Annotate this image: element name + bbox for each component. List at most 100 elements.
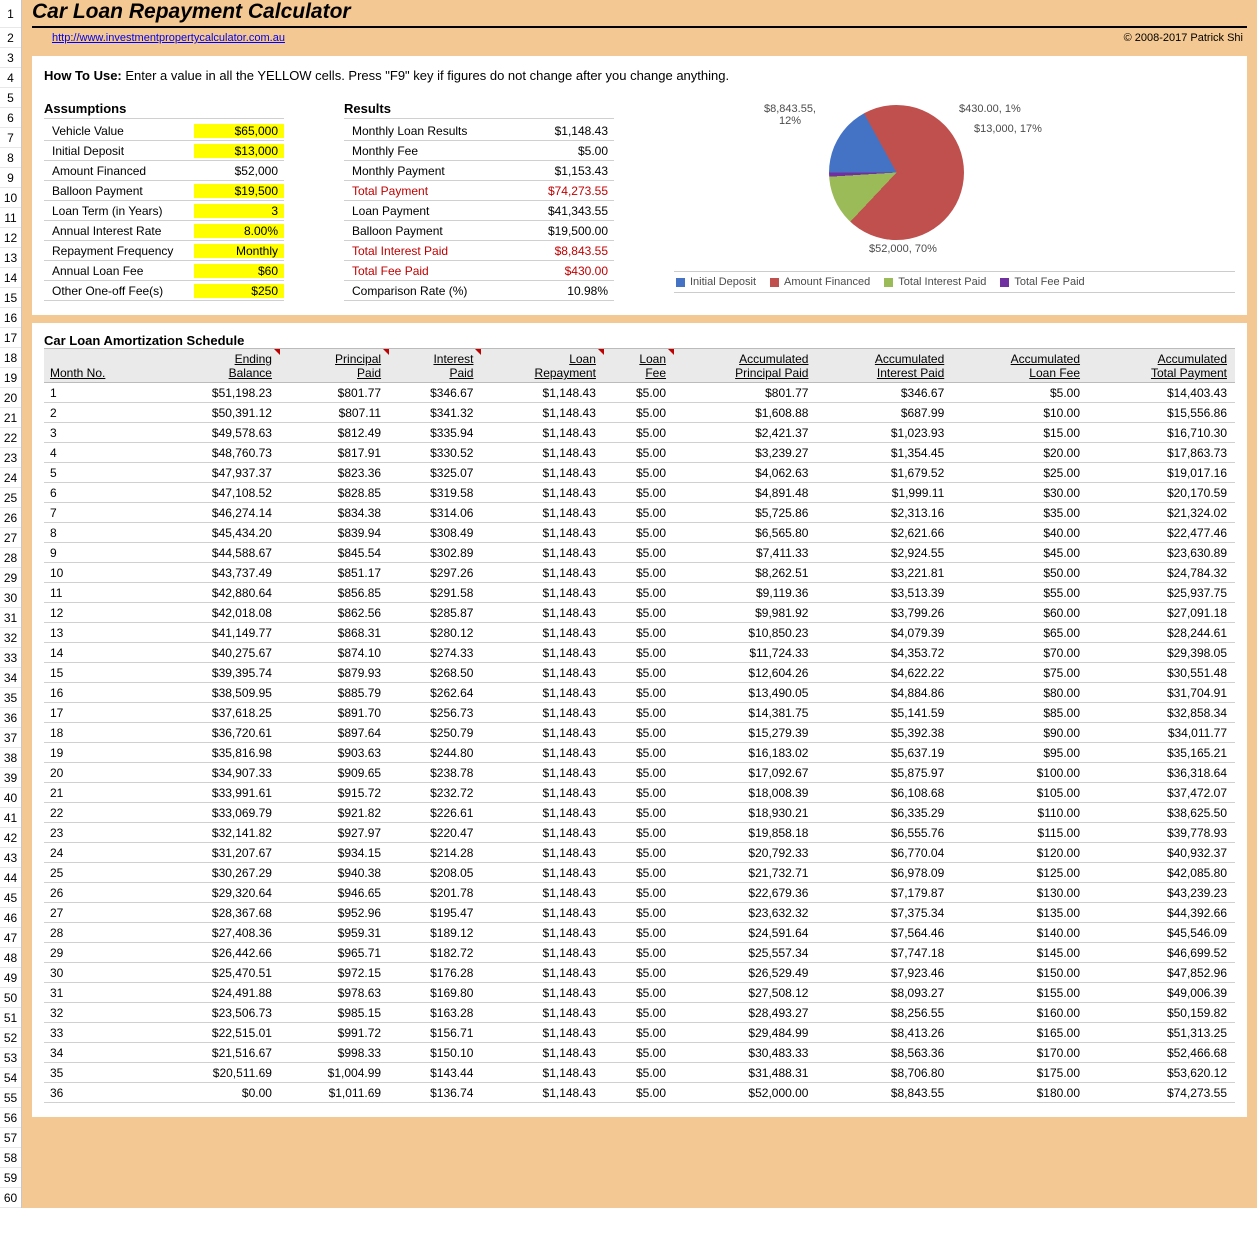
amort-cell: $5,637.19	[816, 743, 952, 763]
assumption-row: Annual Loan Fee $60	[44, 261, 284, 281]
result-row: Total Interest Paid $8,843.55	[344, 241, 614, 261]
amort-cell: 8	[44, 523, 160, 543]
amort-cell: $4,062.63	[674, 463, 816, 483]
amort-cell: $7,747.18	[816, 943, 952, 963]
callout-total-interest: $8,843.55, 12%	[764, 103, 816, 127]
amort-cell: $335.94	[389, 423, 481, 443]
amort-cell: $55.00	[952, 583, 1088, 603]
amort-cell: $130.00	[952, 883, 1088, 903]
result-value: $19,500.00	[514, 224, 614, 238]
amort-cell: $201.78	[389, 883, 481, 903]
amort-cell: $1,148.43	[481, 483, 603, 503]
amort-cell: 12	[44, 603, 160, 623]
amort-cell: $250.79	[389, 723, 481, 743]
amort-cell: 35	[44, 1063, 160, 1083]
amort-cell: $1,148.43	[481, 743, 603, 763]
amort-cell: $26,442.66	[160, 943, 280, 963]
amort-cell: $5.00	[604, 743, 674, 763]
amort-row: 35$20,511.69$1,004.99$143.44$1,148.43$5.…	[44, 1063, 1235, 1083]
amort-cell: $16,710.30	[1088, 423, 1235, 443]
amort-cell: $1,148.43	[481, 563, 603, 583]
amort-cell: $22,515.01	[160, 1023, 280, 1043]
legend-swatch	[1000, 278, 1009, 287]
amort-cell: $1,148.43	[481, 683, 603, 703]
assumption-value[interactable]: 8.00%	[194, 224, 284, 238]
amort-cell: $5.00	[604, 563, 674, 583]
amort-cell: 4	[44, 443, 160, 463]
pie-chart: $430.00, 1% $13,000, 17% $8,843.55, 12% …	[674, 101, 1235, 301]
assumption-value[interactable]: $250	[194, 284, 284, 298]
amort-cell: $175.00	[952, 1063, 1088, 1083]
amort-cell: $60.00	[952, 603, 1088, 623]
amort-cell: $8,256.55	[816, 1003, 952, 1023]
amort-cell: $5.00	[604, 503, 674, 523]
amort-row: 30$25,470.51$972.15$176.28$1,148.43$5.00…	[44, 963, 1235, 983]
amort-row: 11$42,880.64$856.85$291.58$1,148.43$5.00…	[44, 583, 1235, 603]
amort-cell: $5.00	[604, 663, 674, 683]
amort-cell: $41,149.77	[160, 623, 280, 643]
amort-cell: $921.82	[280, 803, 389, 823]
amort-cell: $22,679.36	[674, 883, 816, 903]
amort-row: 20$34,907.33$909.65$238.78$1,148.43$5.00…	[44, 763, 1235, 783]
amort-cell: $1,148.43	[481, 723, 603, 743]
assumption-row: Other One-off Fee(s) $250	[44, 281, 284, 301]
assumption-value[interactable]: $13,000	[194, 144, 284, 158]
amort-cell: $43,737.49	[160, 563, 280, 583]
assumption-value[interactable]: $19,500	[194, 184, 284, 198]
amortization-panel: Car Loan Amortization Schedule Month No.…	[32, 323, 1247, 1117]
amort-cell: $170.00	[952, 1043, 1088, 1063]
assumption-value[interactable]: Monthly	[194, 244, 284, 258]
amort-cell: $879.93	[280, 663, 389, 683]
amort-cell: $16,183.02	[674, 743, 816, 763]
amort-header: Principal Paid	[280, 349, 389, 383]
assumption-label: Loan Term (in Years)	[44, 204, 194, 218]
assumption-value[interactable]: $60	[194, 264, 284, 278]
amort-row: 34$21,516.67$998.33$150.10$1,148.43$5.00…	[44, 1043, 1235, 1063]
amort-cell: $5,141.59	[816, 703, 952, 723]
amort-cell: $2,313.16	[816, 503, 952, 523]
amort-cell: $5.00	[604, 583, 674, 603]
amort-cell: $19,858.18	[674, 823, 816, 843]
amort-cell: 34	[44, 1043, 160, 1063]
amort-cell: 10	[44, 563, 160, 583]
amort-cell: $11,724.33	[674, 643, 816, 663]
amort-cell: $5.00	[604, 1023, 674, 1043]
amort-cell: $42,018.08	[160, 603, 280, 623]
amort-cell: $5.00	[604, 1003, 674, 1023]
assumption-label: Vehicle Value	[44, 124, 194, 138]
amort-cell: 31	[44, 983, 160, 1003]
amort-cell: $39,778.93	[1088, 823, 1235, 843]
amort-cell: $42,085.80	[1088, 863, 1235, 883]
assumptions-title: Assumptions	[44, 101, 284, 119]
amort-row: 6$47,108.52$828.85$319.58$1,148.43$5.00$…	[44, 483, 1235, 503]
legend-swatch	[884, 278, 893, 287]
amort-cell: $801.77	[280, 383, 389, 403]
amort-cell: $25.00	[952, 463, 1088, 483]
amort-cell: 24	[44, 843, 160, 863]
assumption-value[interactable]: $65,000	[194, 124, 284, 138]
amort-cell: $3,799.26	[816, 603, 952, 623]
amort-cell: $95.00	[952, 743, 1088, 763]
assumption-value[interactable]: 3	[194, 204, 284, 218]
amort-cell: $135.00	[952, 903, 1088, 923]
amort-cell: $6,335.29	[816, 803, 952, 823]
amort-cell: $150.00	[952, 963, 1088, 983]
amort-cell: $1,148.43	[481, 783, 603, 803]
amort-cell: $1,148.43	[481, 523, 603, 543]
amort-cell: $8,563.36	[816, 1043, 952, 1063]
amortization-table: Month No. Ending Balance Principal Paid …	[44, 348, 1235, 1103]
amort-cell: $972.15	[280, 963, 389, 983]
amort-cell: $52,000.00	[674, 1083, 816, 1103]
amort-cell: $50,391.12	[160, 403, 280, 423]
amort-cell: $801.77	[674, 383, 816, 403]
amort-cell: $36,720.61	[160, 723, 280, 743]
legend-swatch	[770, 278, 779, 287]
amort-cell: $1,148.43	[481, 923, 603, 943]
amort-cell: $46,699.52	[1088, 943, 1235, 963]
amort-cell: $927.97	[280, 823, 389, 843]
amort-cell: $38,509.95	[160, 683, 280, 703]
amortization-title: Car Loan Amortization Schedule	[44, 333, 1235, 348]
amort-cell: $5.00	[604, 403, 674, 423]
amort-cell: $46,274.14	[160, 503, 280, 523]
source-link[interactable]: http://www.investmentpropertycalculator.…	[52, 32, 285, 44]
